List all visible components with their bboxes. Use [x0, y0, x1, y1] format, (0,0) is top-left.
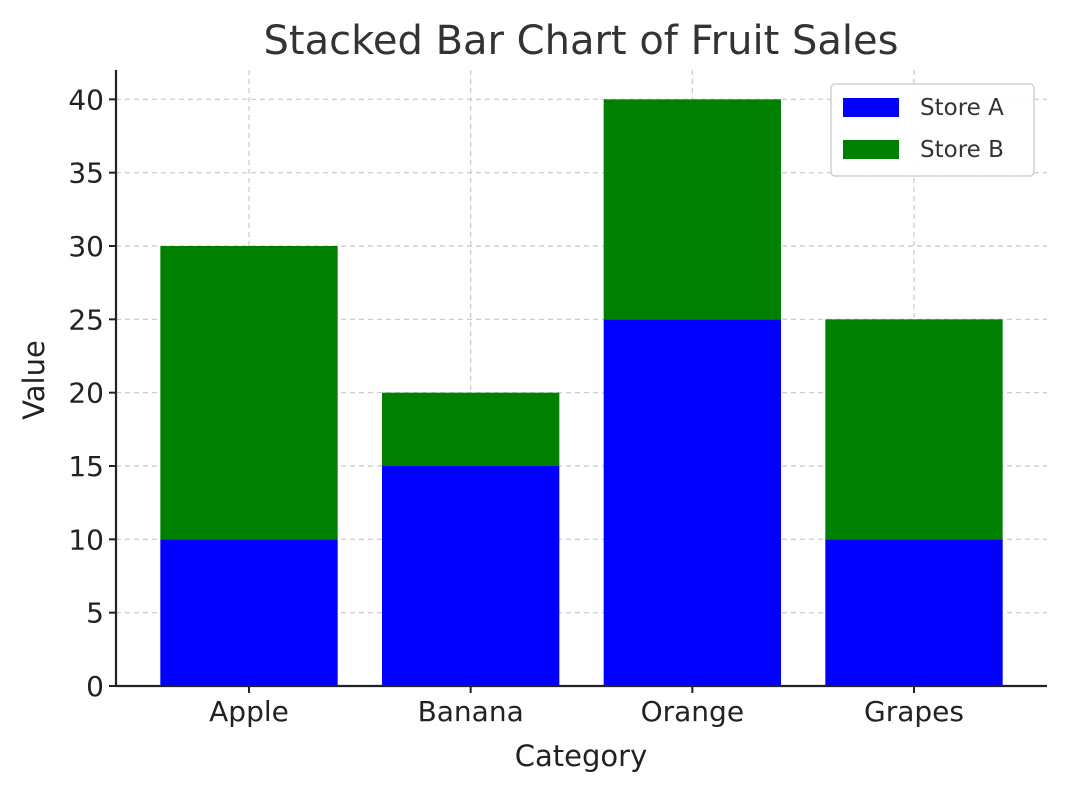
- y-tick-label: 40: [68, 83, 104, 116]
- y-tick-label: 0: [86, 670, 104, 703]
- bar-orange-series-2: [603, 99, 781, 320]
- y-tick-label: 20: [68, 377, 104, 410]
- x-tick-label: Banana: [418, 695, 524, 728]
- legend: Store A Store B: [830, 83, 1035, 177]
- x-ticks: Apple Banana Orange Grapes: [209, 686, 964, 728]
- bar-orange-series-1: [603, 319, 781, 686]
- x-axis-label: Category: [515, 739, 647, 773]
- y-tick-label: 25: [68, 303, 104, 336]
- legend-swatch: [843, 140, 899, 159]
- x-tick-label: Apple: [209, 695, 289, 728]
- bar-grapes-series-2: [825, 319, 1003, 540]
- legend-swatch: [843, 98, 899, 117]
- y-tick-label: 15: [68, 450, 104, 483]
- bars: [160, 99, 1003, 686]
- y-tick-label: 5: [86, 597, 104, 630]
- y-axis-label: Value: [17, 340, 51, 420]
- y-tick-label: 35: [68, 157, 104, 190]
- legend-label: Store A: [920, 95, 1004, 121]
- bar-banana-series-1: [382, 466, 560, 686]
- y-ticks: 0 5 10 15 20 25 30 35 40: [68, 83, 116, 703]
- bar-apple-series-2: [160, 246, 338, 540]
- legend-label: Store B: [920, 137, 1004, 163]
- chart-title: Stacked Bar Chart of Fruit Sales: [264, 18, 899, 64]
- x-tick-label: Orange: [641, 695, 744, 728]
- bar-grapes-series-1: [825, 539, 1003, 686]
- bar-apple-series-1: [160, 539, 338, 686]
- x-tick-label: Grapes: [864, 695, 964, 728]
- bar-banana-series-2: [382, 392, 560, 466]
- y-tick-label: 30: [68, 230, 104, 263]
- y-tick-label: 10: [68, 523, 104, 556]
